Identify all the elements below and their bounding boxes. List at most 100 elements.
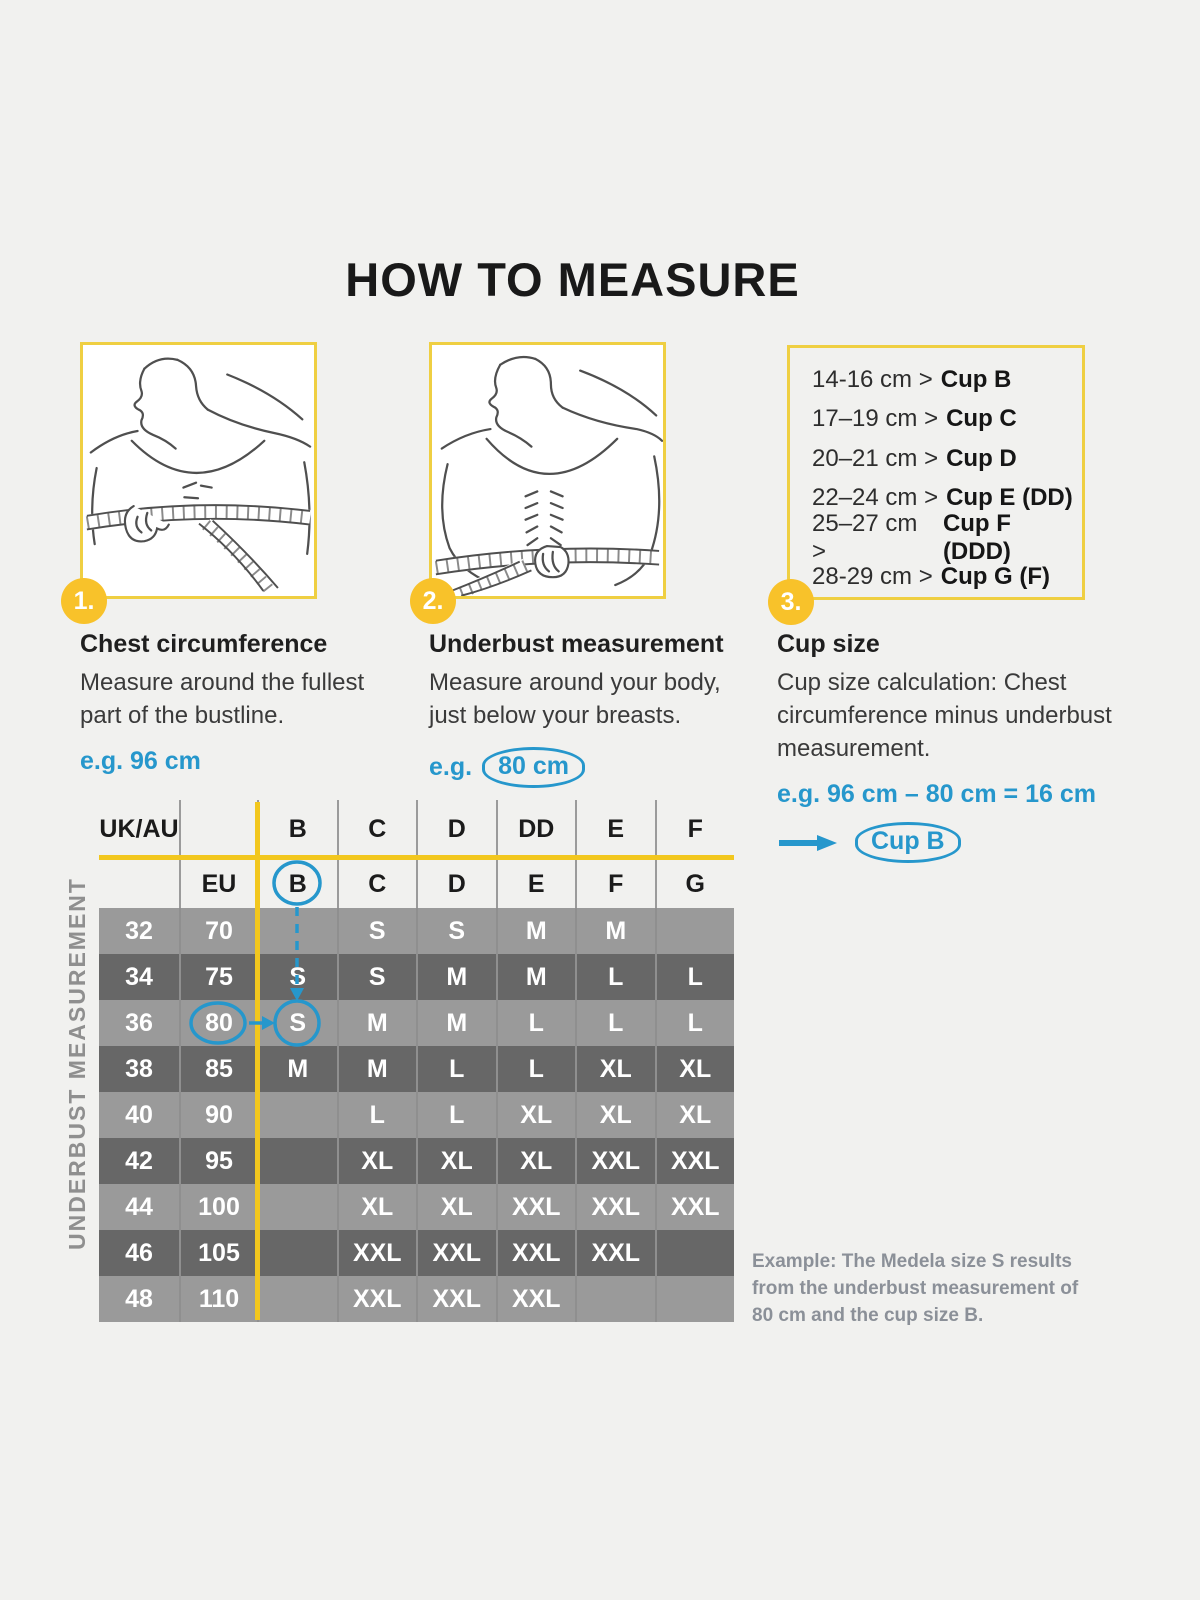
cup-name-text: Cup E (DD): [946, 484, 1073, 512]
size-cell: XXL: [495, 1276, 576, 1322]
step-2-badge: 2.: [410, 578, 456, 624]
size-cell: XXL: [336, 1276, 417, 1322]
underbust-axis-label: UNDERBUST MEASUREMENT: [64, 877, 90, 1250]
right-arrow-icon: [779, 834, 837, 851]
size-cell: XXL: [654, 1184, 735, 1230]
size-cell: XL: [336, 1184, 417, 1230]
size-chart-row: 40 90 L L XL XL XL: [99, 1092, 734, 1138]
size-cell: L: [654, 954, 735, 1000]
size-cell: 38: [125, 1054, 153, 1083]
page-title: HOW TO MEASURE: [345, 253, 800, 306]
size-cell: XL: [575, 1046, 655, 1092]
cup-name-text: Cup C: [946, 405, 1017, 433]
size-cell: 44: [125, 1192, 153, 1221]
step-2-example-prefix: e.g.: [429, 753, 473, 781]
cup-reference-item: 28-29 cm > Cup G (F): [812, 558, 1082, 598]
cup-reference-item: 20–21 cm > Cup D: [812, 439, 1082, 479]
size-cell: M: [495, 954, 576, 1000]
size-cell: S: [416, 908, 496, 954]
size-cell: 34: [125, 962, 153, 991]
size-chart-row: 48 110 XXL XXL XXL: [99, 1276, 734, 1322]
size-chart-header-ukau: UK/AU B C D DD E F: [99, 800, 734, 858]
size-cell: L: [416, 1092, 496, 1138]
size-chart-header-cell: DD: [495, 800, 576, 858]
cup-name-text: Cup G (F): [940, 563, 1051, 591]
size-cell: 85: [179, 1046, 257, 1092]
cup-size-box: 14-16 cm > Cup B 17–19 cm > Cup C 20–21 cm >…: [787, 345, 1085, 600]
size-cell: XL: [654, 1092, 735, 1138]
cup-reference-item: 22–24 cm > Cup E (DD): [812, 479, 1082, 519]
underbust-measure-box: [429, 342, 666, 599]
cup-range-text: 14-16 cm >: [812, 365, 933, 393]
size-cell: [257, 1184, 337, 1230]
step-2-text: Underbust measurement Measure around you…: [429, 630, 759, 788]
size-cell: XXL: [575, 1184, 655, 1230]
size-cell: M: [416, 1000, 496, 1046]
size-chart-row: 32 70 S S M M: [99, 908, 734, 954]
size-cell: L: [654, 1000, 735, 1046]
yellow-horizontal-rule: [99, 855, 734, 860]
size-cell: XL: [575, 1092, 655, 1138]
step-3-badge: 3.: [768, 579, 814, 625]
step-2-example: e.g. 80 cm: [429, 747, 759, 788]
size-cell: 46: [125, 1238, 153, 1267]
size-cell: XXL: [495, 1184, 576, 1230]
step-3-body: Cup size calculation: Chest circumferenc…: [777, 669, 1112, 762]
size-chart-header-cell: F: [654, 800, 735, 858]
size-cell: 110: [179, 1276, 257, 1322]
size-chart-body: 32 70 S S M M 34 75 S S M M L L 36 80 S M M L L L 38 85 M M L L XL XL…: [99, 908, 734, 1322]
cup-name-text: Cup D: [946, 444, 1017, 472]
size-chart-header-cell: UK/AU: [99, 814, 179, 843]
size-chart-row: 38 85 M M L L XL XL: [99, 1046, 734, 1092]
size-cell: L: [575, 1000, 655, 1046]
size-cell: 40: [125, 1100, 153, 1129]
size-chart: UK/AU B C D DD E F EU B C D E F G 32 70 S S M M 34 75 S S M M L L…: [99, 800, 734, 1322]
step-1-heading: Chest circumference: [80, 630, 328, 658]
size-chart-header-eu: EU B C D E F G: [99, 860, 734, 908]
size-cell: 105: [179, 1230, 257, 1276]
size-cell: M: [336, 1046, 417, 1092]
size-cell: [257, 1276, 337, 1322]
size-cell: 70: [179, 908, 257, 954]
size-cell: XXL: [416, 1276, 496, 1322]
cup-reference-item: 14-16 cm > Cup B: [812, 360, 1082, 400]
size-chart-header-cell: D: [416, 860, 496, 908]
step-1-example: e.g. 96 cm: [80, 747, 201, 775]
size-chart-row: 36 80 S M M L L L: [99, 1000, 734, 1046]
size-cell: XL: [654, 1046, 735, 1092]
step-3-example: e.g. 96 cm – 80 cm = 16 cm: [777, 780, 1096, 808]
size-cell: [257, 908, 337, 954]
step-1-badge: 1.: [61, 578, 107, 624]
size-cell: [654, 908, 735, 954]
size-cell: 80: [179, 1000, 257, 1046]
size-cell: XXL: [575, 1138, 655, 1184]
step-3-result-circled: Cup B: [855, 822, 961, 863]
step-3-text: Cup size Cup size calculation: Chest cir…: [777, 630, 1142, 863]
size-chart-header-cell: [179, 800, 257, 858]
size-cell: L: [495, 1000, 576, 1046]
size-chart-header-cell: D: [416, 800, 496, 858]
size-cell: M: [336, 1000, 417, 1046]
cup-range-text: 25–27 cm >: [812, 509, 918, 565]
chest-measure-illustration: [85, 357, 312, 596]
size-cell: L: [336, 1092, 417, 1138]
size-cell: XXL: [416, 1230, 496, 1276]
cup-reference-item: 25–27 cm > Cup F (DDD): [812, 510, 1082, 565]
size-chart-header-cell: C: [336, 800, 417, 858]
size-chart-row: 34 75 S S M M L L: [99, 954, 734, 1000]
size-cell: S: [336, 954, 417, 1000]
cup-reference-item: 17–19 cm > Cup C: [812, 400, 1082, 440]
size-cell: XL: [495, 1138, 576, 1184]
size-cell: [654, 1230, 735, 1276]
size-chart-row: 46 105 XXL XXL XXL XXL: [99, 1230, 734, 1276]
size-cell: [257, 1092, 337, 1138]
cup-reference-list: 14-16 cm > Cup B 17–19 cm > Cup C 20–21 cm >…: [790, 348, 1082, 597]
size-chart-header-cell: C: [336, 860, 417, 908]
size-cell: [654, 1276, 735, 1322]
size-cell: 36: [125, 1008, 153, 1037]
step-1-text: Chest circumference Measure around the f…: [80, 630, 410, 776]
size-cell: 75: [179, 954, 257, 1000]
size-cell: L: [416, 1046, 496, 1092]
size-cell: S: [336, 908, 417, 954]
